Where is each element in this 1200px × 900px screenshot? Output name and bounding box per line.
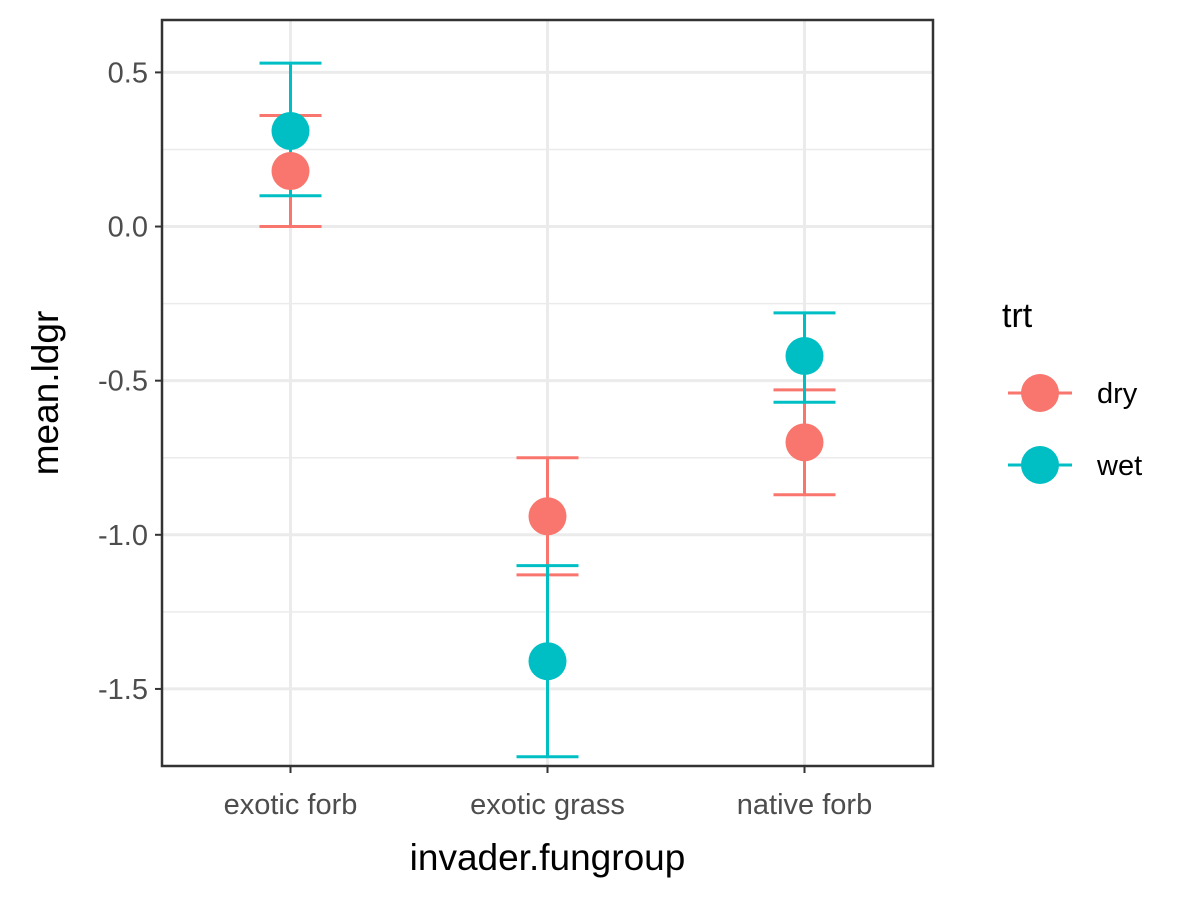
x-axis-title: invader.fungroup [410, 837, 686, 878]
y-tick-label: -1.5 [98, 674, 148, 706]
x-axis: exotic forb exotic grass native forb [224, 766, 872, 821]
legend-label-wet: wet [1096, 450, 1142, 482]
y-tick-label: -1.0 [98, 520, 148, 552]
data-points [271, 111, 824, 681]
point-wet [271, 111, 310, 150]
point-dry [785, 423, 824, 462]
legend-key-point-dry [1021, 374, 1059, 412]
legend-key-point-wet [1021, 446, 1059, 484]
x-tick-label: exotic forb [224, 789, 358, 821]
point-dry [528, 497, 567, 536]
point-wet [785, 337, 824, 376]
y-axis: 0.5 0.0 -0.5 -1.0 -1.5 [98, 57, 162, 706]
y-tick-label: 0.5 [108, 57, 148, 89]
y-tick-label: 0.0 [108, 212, 148, 244]
legend: trt dry wet [1002, 297, 1142, 484]
y-tick-label: -0.5 [98, 366, 148, 398]
point-dry [271, 152, 310, 191]
y-axis-title: mean.ldgr [25, 311, 66, 476]
point-wet [528, 642, 567, 681]
x-tick-label: exotic grass [470, 789, 625, 821]
legend-label-dry: dry [1097, 378, 1138, 410]
x-tick-label: native forb [737, 789, 872, 821]
legend-title: trt [1002, 297, 1033, 335]
